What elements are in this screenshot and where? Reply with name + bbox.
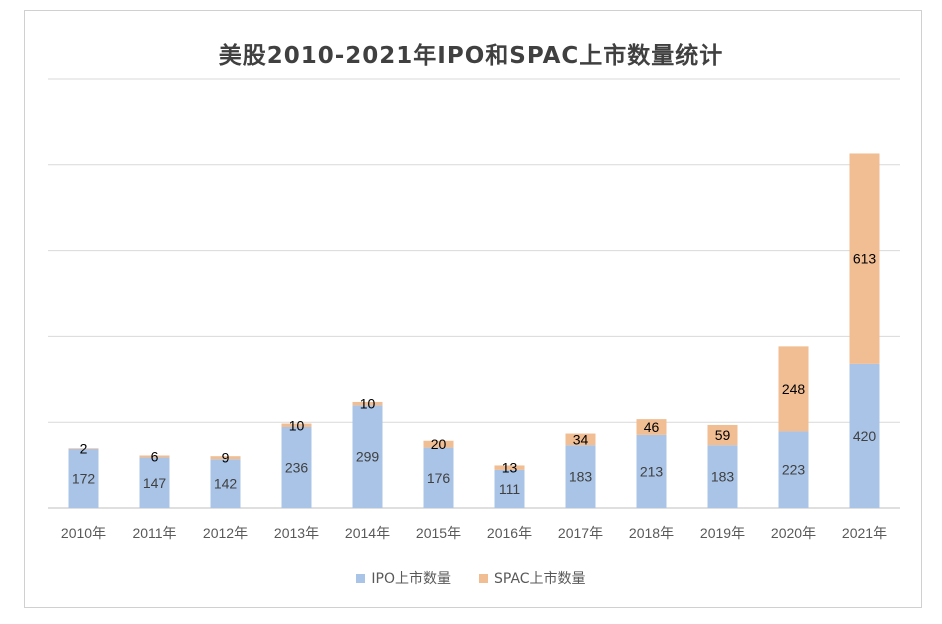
ipo-bar	[210, 459, 241, 508]
ipo-bar	[565, 445, 596, 508]
ipo-data-label: 183	[569, 469, 593, 485]
spac-data-label: 34	[573, 431, 589, 447]
x-tick-label: 2016年	[487, 525, 532, 541]
ipo-data-label: 223	[782, 462, 806, 478]
spac-data-label: 10	[360, 396, 376, 412]
spac-data-label: 13	[502, 460, 518, 476]
ipo-data-label: 183	[711, 469, 735, 485]
legend-item-spac: SPAC上市数量	[479, 568, 586, 588]
ipo-data-label: 142	[214, 476, 238, 492]
ipo-bar	[494, 469, 525, 508]
x-tick-label: 2017年	[558, 525, 603, 541]
ipo-bar	[423, 447, 454, 508]
ipo-bar	[849, 363, 880, 508]
ipo-data-label: 213	[640, 463, 664, 479]
legend-item-ipo: IPO上市数量	[356, 568, 451, 588]
ipo-data-label: 176	[427, 470, 451, 486]
legend-label-spac: SPAC上市数量	[494, 571, 586, 587]
ipo-data-label: 236	[285, 460, 309, 476]
spac-data-label: 613	[853, 251, 877, 267]
spac-bar	[636, 419, 667, 435]
ipo-bar	[281, 427, 312, 508]
ipo-bar	[778, 431, 809, 508]
legend-swatch-spac	[479, 573, 489, 583]
spac-bar	[494, 465, 525, 470]
x-tick-label: 2013年	[274, 525, 319, 541]
x-tick-label: 2018年	[629, 525, 674, 541]
spac-bar	[352, 401, 383, 406]
spac-bar	[423, 440, 454, 448]
spac-bar	[281, 423, 312, 428]
legend-swatch-ipo	[356, 573, 366, 583]
x-tick-label: 2011年	[132, 525, 176, 541]
spac-data-label: 10	[289, 417, 305, 433]
ipo-bar	[636, 434, 667, 508]
legend: IPO上市数量 SPAC上市数量	[0, 568, 942, 588]
spac-bar	[707, 424, 738, 446]
spac-bar	[210, 456, 241, 460]
spac-data-label: 59	[715, 427, 731, 443]
x-tick-label: 2019年	[700, 525, 745, 541]
ipo-data-label: 172	[72, 470, 96, 486]
legend-label-ipo: IPO上市数量	[371, 571, 452, 587]
x-tick-label: 2014年	[345, 525, 390, 541]
spac-data-label: 6	[151, 449, 159, 465]
spac-bar	[778, 346, 809, 432]
x-tick-label: 2015年	[416, 525, 461, 541]
spac-data-label: 9	[222, 450, 230, 466]
ipo-bar	[68, 448, 99, 508]
chart-title: 美股2010-2021年IPO和SPAC上市数量统计	[218, 43, 724, 69]
ipo-bar	[707, 445, 738, 508]
spac-bar	[565, 433, 596, 446]
ipo-data-label: 111	[499, 481, 520, 497]
ipo-data-label: 420	[853, 428, 877, 444]
ipo-bar	[139, 457, 170, 508]
x-tick-label: 2012年	[203, 525, 248, 541]
spac-bar	[849, 153, 880, 364]
ipo-bar	[352, 405, 383, 508]
ipo-data-label: 147	[143, 475, 167, 491]
spac-data-label: 20	[431, 436, 447, 452]
spac-bar	[68, 448, 99, 449]
x-tick-label: 2010年	[61, 525, 106, 541]
x-tick-label: 2020年	[771, 525, 816, 541]
ipo-data-label: 299	[356, 449, 380, 465]
spac-bar	[139, 455, 170, 458]
x-tick-label: 2021年	[842, 525, 887, 541]
spac-data-label: 46	[644, 419, 660, 435]
spac-data-label: 248	[782, 381, 806, 397]
spac-data-label: 2	[80, 441, 88, 457]
